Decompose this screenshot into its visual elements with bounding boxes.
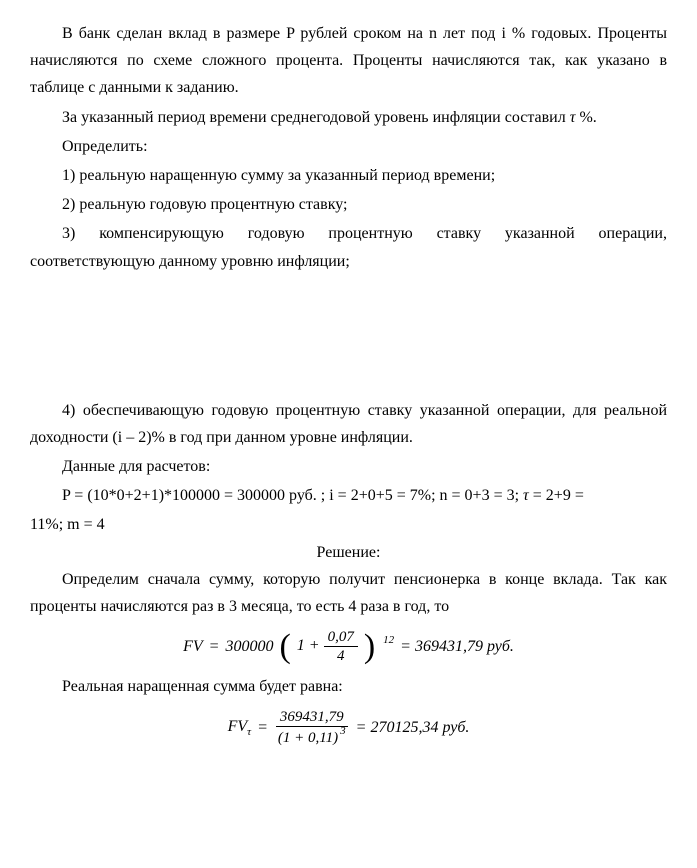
fvtau-equals: = <box>257 714 268 741</box>
list-item-2: 2) реальную годовую процентную ставку; <box>30 191 667 218</box>
data-mid: = 2+9 = <box>529 487 584 504</box>
fvtau-den-exp: 3 <box>340 725 346 737</box>
p2-prefix: За указанный период времени среднегодово… <box>62 109 570 126</box>
page-break-gap <box>30 277 667 397</box>
data-values-line1: P = (10*0+2+1)*100000 = 300000 руб. ; i … <box>30 482 667 509</box>
fvtau-subscript: τ <box>247 727 251 739</box>
problem-paragraph-1: В банк сделан вклад в размере P рублей с… <box>30 20 667 102</box>
fvtau-result: = 270125,34 руб. <box>356 714 470 741</box>
determine-label: Определить: <box>30 133 667 160</box>
problem-paragraph-2: За указанный период времени среднегодово… <box>30 104 667 131</box>
fv-equals: = <box>209 633 220 660</box>
fv-exponent: 12 <box>383 631 394 650</box>
fvtau-var: FV <box>228 718 248 735</box>
fv-frac-den: 4 <box>333 647 349 665</box>
data-values-line2: 11%; m = 4 <box>30 511 667 538</box>
data-label: Данные для расчетов: <box>30 453 667 480</box>
fvtau-fraction: 369431,79 (1 + 0,11)3 <box>274 708 350 747</box>
data-prefix: P = (10*0+2+1)*100000 = 300000 руб. ; i … <box>62 487 523 504</box>
formula-fv-tau: FVτ = 369431,79 (1 + 0,11)3 = 270125,34 … <box>30 708 667 747</box>
right-paren-icon: ) <box>364 633 375 660</box>
fv-fraction: 0,07 4 <box>324 628 358 665</box>
real-sum-label: Реальная наращенная сумма будет равна: <box>30 673 667 700</box>
fv-inner-prefix: 1 + <box>297 637 324 654</box>
fv-result: = 369431,79 руб. <box>400 633 514 660</box>
fvtau-frac-num: 369431,79 <box>276 708 348 727</box>
solution-paragraph-1: Определим сначала сумму, которую получит… <box>30 566 667 620</box>
fvtau-den-base: (1 + 0,11) <box>278 730 338 746</box>
list-item-1: 1) реальную наращенную сумму за указанны… <box>30 162 667 189</box>
solution-header: Решение: <box>30 539 667 566</box>
fv-var: FV <box>183 633 203 660</box>
list-item-3: 3) компенсирующую годовую процентную ста… <box>30 220 667 274</box>
formula-fv: FV = 300000 ( 1 + 0,07 4 ) 12 = 369431,79… <box>30 628 667 665</box>
left-paren-icon: ( <box>279 633 290 660</box>
fv-frac-num: 0,07 <box>324 628 358 647</box>
fvtau-frac-den: (1 + 0,11)3 <box>274 727 350 747</box>
list-item-4: 4) обеспечивающую годовую процентную ста… <box>30 397 667 451</box>
p2-suffix: %. <box>575 109 596 126</box>
fv-coef: 300000 <box>225 633 273 660</box>
